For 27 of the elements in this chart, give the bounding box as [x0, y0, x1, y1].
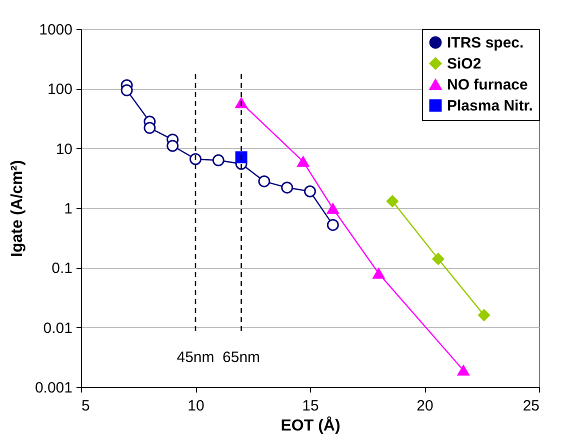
- x-axis-title: EOT (Å): [280, 416, 340, 434]
- y-tick-label: 0.1: [52, 260, 72, 278]
- x-tick-label: 20: [416, 398, 434, 414]
- y-tick-label: 0.01: [43, 320, 72, 337]
- y-tick-label: 10: [56, 140, 72, 158]
- x-tick-label: 25: [522, 398, 540, 414]
- legend-label: ITRS spec.: [447, 34, 524, 52]
- x-tick-label: 5: [82, 398, 90, 414]
- legend-label: Plasma Nitr.: [447, 98, 533, 114]
- point: [386, 195, 398, 208]
- y-tick-label: 1000: [39, 22, 72, 38]
- y-tick-label: 100: [47, 81, 72, 98]
- point: [432, 252, 444, 265]
- point: [478, 309, 490, 322]
- legend-label: NO furnace: [447, 76, 528, 94]
- point: [457, 365, 470, 376]
- point: [372, 268, 385, 279]
- ref-line-label: 65nm: [222, 349, 260, 366]
- legend-label: SiO2: [447, 56, 482, 72]
- point: [297, 156, 310, 167]
- point: [326, 203, 339, 214]
- y-axis-title: Igate (A/cm²): [8, 160, 26, 257]
- x-tick-label: 10: [188, 398, 204, 414]
- ref-line-label: 45nm: [176, 349, 214, 366]
- x-tick-label: 15: [302, 398, 319, 414]
- y-tick-label: 0.001: [34, 380, 72, 396]
- y-tick-label: 1: [64, 200, 72, 218]
